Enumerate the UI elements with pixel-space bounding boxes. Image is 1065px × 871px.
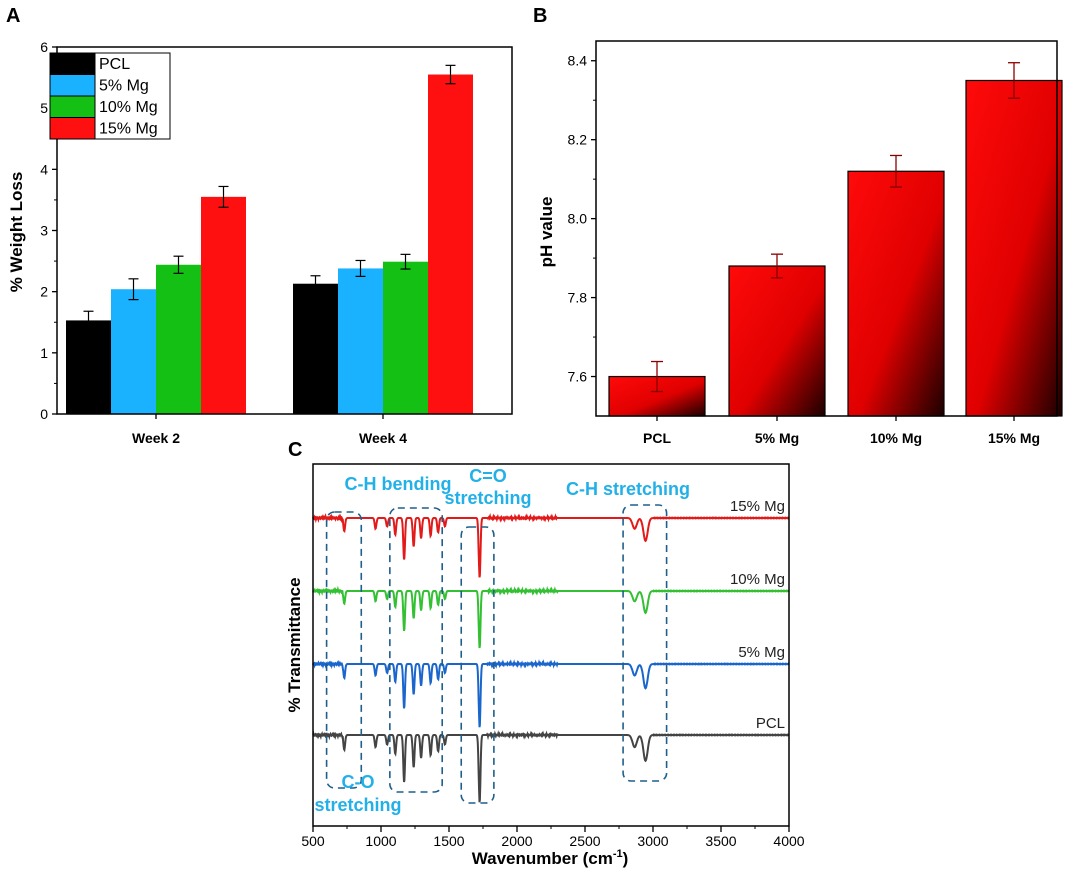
ph-axes: PCL 5% Mg 10% Mg 15% Mg 7.6 7.8 8.0 8.2 8.4 — [568, 40, 1058, 446]
ftir-axes: 500 1000 1500 2000 2500 3000 3500 4000 — [301, 463, 805, 849]
bar-5% Mg-Week 2 — [111, 289, 156, 414]
annotation-c-o: C-O — [342, 772, 375, 792]
y-tick-label: 2 — [40, 284, 48, 300]
x-tick-label: 15% Mg — [988, 430, 1040, 446]
y-tick-label: 8.0 — [568, 211, 588, 227]
legend-swatch-5% Mg — [49, 74, 96, 97]
legend-label: PCL — [99, 56, 130, 73]
ph-error-bars — [651, 62, 1020, 393]
bar-ph-15% Mg — [965, 79, 1063, 417]
annotation-c-o-stretching: stretching — [314, 795, 401, 815]
ftir-region-box — [460, 526, 495, 804]
x-tick-label: 1500 — [433, 833, 464, 849]
annotation-c-o-double-stretching: stretching — [444, 488, 531, 508]
y-tick-label: 4 — [40, 161, 48, 177]
y-tick-label: 8.2 — [568, 132, 588, 148]
plot-frame — [595, 40, 1058, 417]
weight-loss-bars — [66, 74, 473, 415]
weight-loss-axes: Week 2 Week 4 0 1 2 3 4 5 6 — [40, 39, 513, 446]
weight-loss-error-bars — [83, 64, 456, 331]
legend-swatch-15% Mg — [49, 117, 96, 140]
ph-bars — [608, 79, 1063, 417]
panel-letter-a: A — [6, 5, 20, 27]
legend-swatch-PCL — [49, 52, 96, 75]
y-tick-label: 8.4 — [568, 53, 588, 69]
weight-loss-y-axis-title: % Weight Loss — [7, 172, 26, 293]
x-tick-label: 500 — [301, 833, 325, 849]
ftir-y-axis-title: % Transmittance — [285, 577, 304, 712]
y-tick-label: 1 — [40, 345, 48, 361]
x-tick-label: 1000 — [365, 833, 396, 849]
annotation-c-o-double: C=O — [469, 466, 507, 486]
x-tick-label: 10% Mg — [870, 430, 922, 446]
y-tick-label: 6 — [40, 39, 48, 55]
ftir-x-axis-title-sup: -1 — [613, 848, 623, 860]
x-tick-label: 2000 — [501, 833, 532, 849]
legend-swatch-10% Mg — [49, 95, 96, 118]
ftir-series-label: 10% Mg — [730, 571, 785, 588]
ph-chart: PCL 5% Mg 10% Mg 15% Mg 7.6 7.8 8.0 8.2 8.4 pH v… — [537, 40, 1063, 446]
bar-10% Mg-Week 4 — [383, 261, 428, 414]
x-tick-label: PCL — [643, 430, 671, 446]
bar-ph-5% Mg — [728, 265, 826, 417]
legend-label: 10% Mg — [99, 99, 158, 116]
y-tick-label: 7.8 — [568, 290, 588, 306]
ftir-x-axis-title: Wavenumber (cm-1) — [472, 848, 629, 868]
bar-15% Mg-Week 2 — [201, 196, 246, 414]
bar-ph-10% Mg — [847, 170, 945, 417]
ftir-trace-10% Mg — [312, 585, 789, 649]
ftir-x-axis-title-main: Wavenumber (cm — [472, 849, 613, 868]
panel-letter-b: B — [533, 5, 547, 27]
ftir-x-axis-title-tail: ) — [623, 849, 629, 868]
x-tick-label: 4000 — [773, 833, 804, 849]
ph-y-axis-title: pH value — [537, 197, 556, 268]
annotation-c-h-stretching: C-H stretching — [566, 479, 690, 499]
ftir-series-label: PCL — [756, 715, 785, 732]
x-tick-label: Week 2 — [132, 430, 180, 446]
legend-label: 5% Mg — [99, 78, 149, 95]
x-tick-label: 3500 — [705, 833, 736, 849]
ftir-region-box — [389, 507, 443, 793]
annotation-c-h-bending: C-H bending — [345, 474, 452, 494]
bar-15% Mg-Week 4 — [428, 74, 473, 415]
ftir-trace-PCL — [312, 730, 789, 803]
weight-loss-legend: PCL 5% Mg 10% Mg 15% Mg — [49, 52, 171, 140]
bar-5% Mg-Week 4 — [338, 268, 383, 414]
legend-label: 15% Mg — [99, 121, 158, 138]
y-tick-label: 3 — [40, 223, 48, 239]
legend-frame — [49, 52, 171, 140]
ftir-trace-5% Mg — [312, 659, 790, 728]
ftir-region-box — [325, 511, 363, 789]
y-tick-label: 5 — [40, 100, 48, 116]
x-tick-label: 3000 — [637, 833, 668, 849]
y-tick-label: 0 — [40, 406, 48, 422]
ftir-region-box — [622, 504, 668, 782]
panel-letter-c: C — [288, 439, 302, 461]
ftir-trace-15% Mg — [312, 512, 790, 578]
bar-PCL-Week 4 — [293, 283, 338, 414]
ftir-series-label: 5% Mg — [738, 644, 785, 661]
y-tick-label: 7.6 — [568, 369, 588, 385]
weight-loss-chart: Week 2 Week 4 0 1 2 3 4 5 6 PCL 5% Mg 10% Mg 15% Mg… — [7, 39, 513, 446]
x-tick-label: 5% Mg — [755, 430, 799, 446]
bar-10% Mg-Week 2 — [156, 264, 201, 414]
x-tick-label: 2500 — [569, 833, 600, 849]
ftir-traces: 15% Mg 10% Mg 5% Mg PCL — [312, 498, 790, 803]
ftir-series-label: 15% Mg — [730, 498, 785, 515]
x-tick-label: Week 4 — [359, 430, 407, 446]
bar-PCL-Week 2 — [66, 320, 111, 414]
